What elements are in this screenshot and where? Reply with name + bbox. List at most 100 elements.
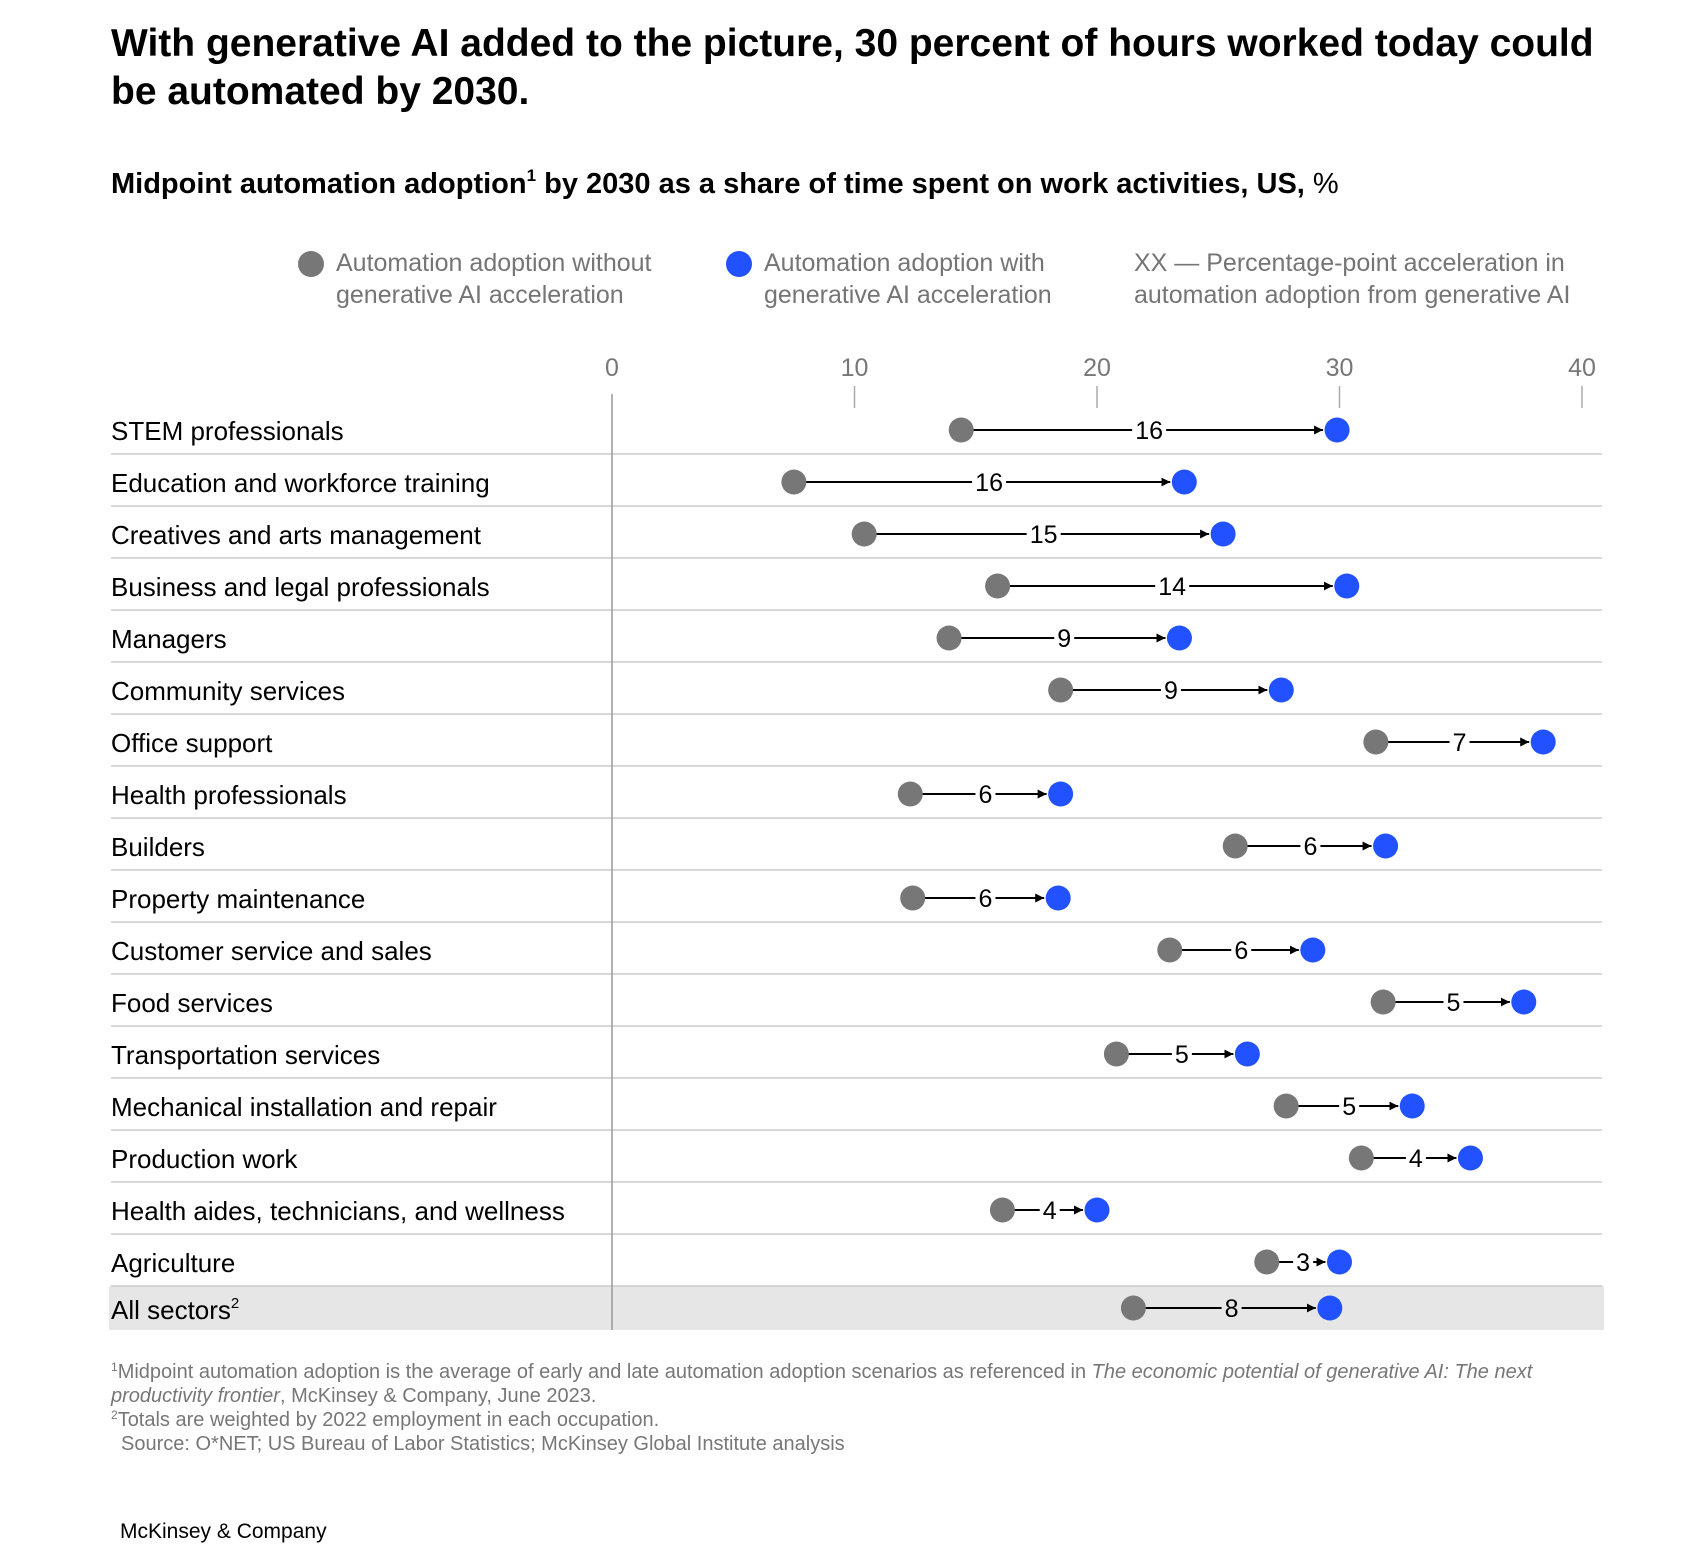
dot-without-genai — [948, 417, 974, 443]
dot-with-genai — [1234, 1041, 1260, 1067]
dot-without-genai — [897, 781, 923, 807]
row-label: Managers — [111, 624, 227, 654]
dot-without-genai — [1120, 1295, 1146, 1321]
acceleration-label-bg — [975, 885, 996, 911]
subtitle-main: Midpoint automation adoption — [111, 168, 527, 200]
dot-without-genai — [900, 885, 926, 911]
dot-without-genai — [1363, 729, 1389, 755]
row-label: Transportation services — [111, 1040, 380, 1070]
dot-with-genai — [1324, 417, 1350, 443]
dot-with-genai — [1045, 885, 1071, 911]
acceleration-value-label: 16 — [975, 469, 1003, 497]
footnote-2-text: Totals are weighted by 2022 employment i… — [117, 1409, 660, 1431]
dot-without-genai — [989, 1197, 1015, 1223]
footnotes: 1Midpoint automation adoption is the ave… — [111, 1360, 1611, 1456]
dot-without-genai — [781, 469, 807, 495]
row-label: STEM professionals — [111, 416, 344, 446]
row-label: Property maintenance — [111, 884, 365, 914]
acceleration-value-label: 5 — [1447, 989, 1461, 1017]
acceleration-label-bg — [1339, 1093, 1360, 1119]
dot-without-genai — [1273, 1093, 1299, 1119]
row-label: Business and legal professionals — [111, 572, 490, 602]
dot-without-genai — [1222, 833, 1248, 859]
acceleration-value-label: 3 — [1296, 1249, 1310, 1277]
dot-without-genai — [851, 521, 877, 547]
source-note: Source: O*NET; US Bureau of Labor Statis… — [121, 1433, 845, 1455]
footnote-2-mark: 2 — [111, 1408, 118, 1422]
acceleration-value-label: 6 — [978, 781, 992, 809]
acceleration-label-bg — [1160, 677, 1181, 703]
dot-with-genai — [1210, 521, 1236, 547]
acceleration-value-label: 4 — [1043, 1197, 1057, 1225]
dot-with-genai — [1399, 1093, 1425, 1119]
acceleration-label-bg — [1300, 833, 1321, 859]
row-label-footnote-mark: 2 — [231, 1295, 239, 1312]
legend-note-label: XX — Percentage-point acceleration in au… — [1134, 249, 1571, 309]
footnote-1-end: , McKinsey & Company, June 2023. — [279, 1385, 597, 1407]
footnote-2: 2Totals are weighted by 2022 employment … — [111, 1408, 1611, 1432]
acceleration-label-bg — [1221, 1295, 1242, 1321]
dot-without-genai — [1048, 677, 1074, 703]
acceleration-label-bg — [1171, 1041, 1192, 1067]
acceleration-label-bg — [1231, 937, 1252, 963]
legend-grey-dot-icon — [298, 251, 324, 277]
legend-with-label: Automation adoption with generative AI a… — [764, 249, 1052, 309]
acceleration-value-label: 5 — [1175, 1041, 1189, 1069]
row-label: Customer service and sales — [111, 936, 432, 966]
acceleration-value-label: 5 — [1342, 1093, 1356, 1121]
dot-without-genai — [1254, 1249, 1280, 1275]
dot-with-genai — [1373, 833, 1399, 859]
x-tick-label: 40 — [1568, 354, 1596, 382]
acceleration-value-label: 7 — [1453, 729, 1467, 757]
acceleration-label-bg — [1293, 1249, 1314, 1275]
x-tick-label: 0 — [605, 354, 619, 382]
dot-with-genai — [1530, 729, 1556, 755]
row-label: Mechanical installation and repair — [111, 1092, 497, 1122]
acceleration-value-label: 9 — [1057, 625, 1071, 653]
dot-without-genai — [985, 573, 1011, 599]
acceleration-value-label: 6 — [1234, 937, 1248, 965]
acceleration-label-bg — [972, 469, 1007, 495]
subtitle-rest: by 2030 as a share of time spent on work… — [536, 168, 1305, 200]
acceleration-label-bg — [975, 781, 996, 807]
legend-blue-dot-icon — [726, 251, 752, 277]
row-label: Builders — [111, 832, 205, 862]
dot-with-genai — [1268, 677, 1294, 703]
acceleration-label-bg — [1443, 989, 1464, 1015]
row-label: Health professionals — [111, 780, 347, 810]
row-label: Agriculture — [111, 1248, 235, 1278]
acceleration-label-bg — [1039, 1197, 1060, 1223]
acceleration-label-bg — [1026, 521, 1061, 547]
acceleration-label-bg — [1054, 625, 1075, 651]
dot-with-genai — [1317, 1295, 1343, 1321]
footnote-1-text: Midpoint automation adoption is the aver… — [117, 1361, 1092, 1383]
row-label: All sectors2 — [111, 1295, 239, 1325]
row-label: Food services — [111, 988, 273, 1018]
subtitle-unit: % — [1304, 168, 1339, 200]
dot-without-genai — [1157, 937, 1183, 963]
acceleration-label-bg — [1449, 729, 1470, 755]
dot-without-genai — [936, 625, 962, 651]
acceleration-label-bg — [1155, 573, 1190, 599]
acceleration-value-label: 4 — [1409, 1145, 1423, 1173]
row-label: Community services — [111, 676, 345, 706]
total-row-background — [109, 1286, 1604, 1330]
acceleration-value-label: 8 — [1225, 1295, 1239, 1323]
row-label: Creatives and arts management — [111, 520, 482, 550]
footnote-1: 1Midpoint automation adoption is the ave… — [111, 1360, 1611, 1408]
acceleration-value-label: 6 — [978, 885, 992, 913]
dot-with-genai — [1166, 625, 1192, 651]
dot-without-genai — [1348, 1145, 1374, 1171]
legend-with-genai: Automation adoption with generative AI a… — [726, 247, 1066, 311]
dot-with-genai — [1334, 573, 1360, 599]
legend-without-label: Automation adoption without generative A… — [336, 249, 652, 309]
dot-with-genai — [1327, 1249, 1352, 1275]
subtitle-footnote-mark: 1 — [526, 166, 537, 185]
row-label: Office support — [111, 728, 273, 758]
dot-with-genai — [1084, 1197, 1110, 1223]
footnote-1-report-title: The economic potential of generative AI:… — [111, 1361, 1533, 1407]
footnote-1-mark: 1 — [111, 1360, 118, 1374]
brand-logo-text: McKinsey & Company — [120, 1520, 327, 1543]
x-tick-label: 30 — [1326, 354, 1354, 382]
